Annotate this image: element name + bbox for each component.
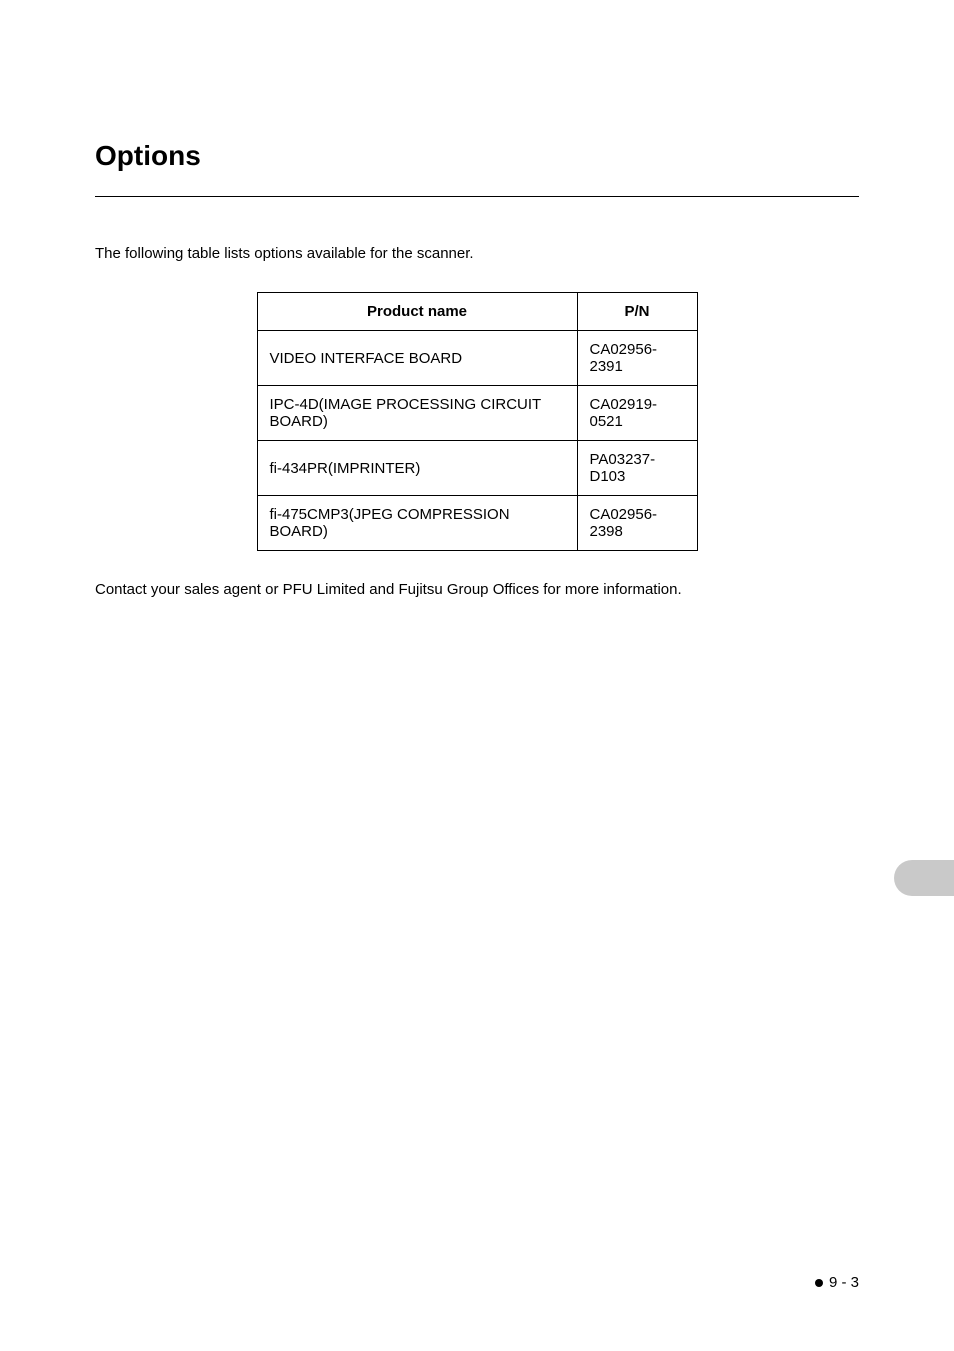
cell-product-name: fi-434PR(IMPRINTER): [257, 441, 577, 496]
cell-product-name: IPC-4D(IMAGE PROCESSING CIRCUIT BOARD): [257, 386, 577, 441]
side-tab: [894, 860, 954, 896]
table-header-row: Product name P/N: [257, 293, 697, 331]
cell-product-name: VIDEO INTERFACE BOARD: [257, 331, 577, 386]
table-row: fi-434PR(IMPRINTER) PA03237-D103: [257, 441, 697, 496]
cell-product-name: fi-475CMP3(JPEG COMPRESSION BOARD): [257, 496, 577, 551]
options-table: Product name P/N VIDEO INTERFACE BOARD C…: [257, 292, 698, 551]
intro-text: The following table lists options availa…: [95, 245, 859, 262]
page-number-text: 9 - 3: [829, 1274, 859, 1291]
col-header-product-name: Product name: [257, 293, 577, 331]
footnote-text: Contact your sales agent or PFU Limited …: [95, 581, 859, 598]
cell-pn: CA02956-2398: [577, 496, 697, 551]
cell-pn: CA02919-0521: [577, 386, 697, 441]
cell-pn: CA02956-2391: [577, 331, 697, 386]
bullet-icon: [815, 1279, 823, 1287]
options-table-wrapper: Product name P/N VIDEO INTERFACE BOARD C…: [95, 292, 859, 551]
page-title: Options: [95, 140, 859, 172]
table-row: VIDEO INTERFACE BOARD CA02956-2391: [257, 331, 697, 386]
table-row: fi-475CMP3(JPEG COMPRESSION BOARD) CA029…: [257, 496, 697, 551]
table-row: IPC-4D(IMAGE PROCESSING CIRCUIT BOARD) C…: [257, 386, 697, 441]
cell-pn: PA03237-D103: [577, 441, 697, 496]
page-number: 9 - 3: [815, 1274, 859, 1291]
title-rule: [95, 196, 859, 197]
col-header-pn: P/N: [577, 293, 697, 331]
